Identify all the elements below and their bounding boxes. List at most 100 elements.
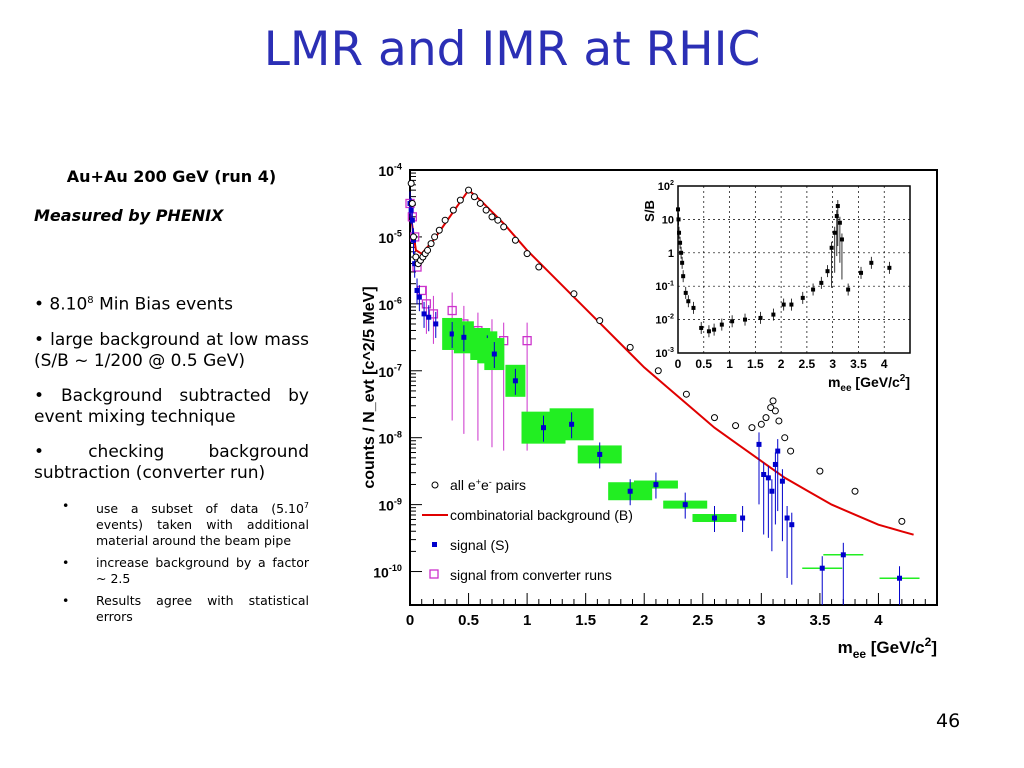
inset-y-tick-label: 1 <box>668 248 674 260</box>
all-pairs-point <box>408 199 416 207</box>
y-tick-label: 10-8 <box>378 429 402 446</box>
all-pairs-point <box>710 414 718 422</box>
signal-point <box>682 502 688 508</box>
inset-point <box>712 327 717 332</box>
signal-point <box>512 378 518 384</box>
all-pairs-point <box>494 216 502 224</box>
bullet-mixing: • Background subtracted by event mixing … <box>34 385 309 427</box>
collision-subtitle: Au+Au 200 GeV (run 4) <box>66 167 277 186</box>
inset-point <box>683 290 688 295</box>
x-axis-label-close: ] <box>931 638 937 657</box>
y-tick-label: 10-10 <box>373 563 402 580</box>
y-tick-label-base: 10 <box>378 230 394 246</box>
signal-point <box>414 287 420 293</box>
inset-point <box>829 245 834 250</box>
x-tick-label: 4 <box>874 612 883 629</box>
signal-point <box>627 488 633 494</box>
y-tick-label-exp: -7 <box>394 362 402 372</box>
page-number: 46 <box>936 710 961 732</box>
x-tick-label: 1 <box>523 612 531 629</box>
y-tick-label-exp: -4 <box>394 162 403 172</box>
all-pairs-point <box>424 246 432 254</box>
converter-point <box>447 305 457 316</box>
slide-title: LMR and IMR at RHIC <box>263 22 761 77</box>
x-axis-label-exp: 2 <box>925 635 932 649</box>
y-tick-label: 10-9 <box>378 496 402 513</box>
inset-x-axis-label-exp: 2 <box>900 373 906 384</box>
signal-point <box>819 565 825 571</box>
y-tick-label-exp: -10 <box>389 563 402 573</box>
all-pairs-point <box>500 223 508 231</box>
inset-point <box>691 305 696 310</box>
inset-frame <box>677 185 911 354</box>
signal-point <box>765 475 771 481</box>
inset-point <box>832 230 837 235</box>
signal-point <box>711 515 717 521</box>
sub-bullet-subset-sup: 7 <box>303 500 309 510</box>
converter-point <box>421 299 432 309</box>
bullet-events-main: • 8.10 <box>34 294 88 315</box>
inset-point <box>859 270 864 275</box>
inset-y-tick-label: 102 <box>658 179 674 193</box>
legend-open-circle <box>431 481 439 489</box>
bullet-checking: • checking background subtraction (conve… <box>34 441 309 483</box>
inset-point <box>686 299 691 304</box>
all-pairs-point <box>748 424 756 432</box>
bullet-events-sup: 8 <box>87 295 94 306</box>
signal-point <box>491 351 497 357</box>
inset-x-tick-label: 1.5 <box>747 357 764 371</box>
sub-bullet-subset: • use a subset of data (5.107 events) tak… <box>62 497 309 548</box>
inset-y-tick-label-exp: -2 <box>668 313 674 321</box>
signal-point <box>653 482 659 488</box>
all-pairs-point <box>771 407 779 415</box>
x-tick-label: 0.5 <box>458 612 479 629</box>
x-axis-label-unit: [GeV/c <box>866 638 925 657</box>
y-tick-label: 10-6 <box>378 296 402 313</box>
signal-point <box>775 448 781 454</box>
main-plot-frame <box>409 169 938 606</box>
all-pairs-point <box>654 367 662 375</box>
y-axis-label: counts / N_evt [c^2/5 MeV] <box>361 286 378 488</box>
all-pairs-point <box>732 422 740 430</box>
signal-point <box>740 515 746 521</box>
signal-point <box>784 515 790 521</box>
signal-point <box>409 217 415 223</box>
signal-point <box>433 321 439 327</box>
all-pairs-point <box>851 487 859 495</box>
legend-label-sup: - <box>489 477 492 487</box>
x-tick-label: 0 <box>406 612 414 629</box>
bullet-events-rest: Min Bias events <box>93 294 233 315</box>
inset-point <box>680 260 685 265</box>
signal-to-background-inset: 0 0.5 1 1.5 2 2.5 3 3.5 410-310-210-1110102S/Bme… <box>642 179 911 394</box>
inset-point <box>706 329 711 334</box>
y-tick-label-base: 10 <box>378 297 394 313</box>
inset-point <box>819 280 824 285</box>
y-tick-label: 10-7 <box>378 362 402 379</box>
signal-point <box>461 334 467 340</box>
inset-y-tick-label-base: 10 <box>655 281 667 293</box>
all-pairs-point <box>435 226 443 234</box>
legend-label: combinatorial background (B) <box>450 507 633 523</box>
inset-x-tick-label: 3.5 <box>850 357 867 371</box>
signal-point <box>772 461 778 467</box>
all-pairs-point <box>757 420 765 428</box>
all-pairs-point <box>482 206 490 214</box>
y-tick-label-base: 10 <box>378 364 394 380</box>
y-tick-label-exp: -5 <box>394 229 402 239</box>
inset-point <box>825 269 830 274</box>
all-pairs-point <box>535 263 543 271</box>
inset-x-axis-label-m: m <box>828 374 840 390</box>
inset-point <box>811 287 816 292</box>
inset-point <box>676 207 680 212</box>
all-pairs-point <box>682 390 690 398</box>
x-axis-label-sub: ee <box>853 647 867 661</box>
all-pairs-point <box>511 236 519 244</box>
all-pairs-point <box>412 253 420 261</box>
all-pairs-point <box>410 233 418 241</box>
measured-by: Measured by PHENIX <box>34 206 224 225</box>
all-pairs-point <box>570 290 578 298</box>
sub-bullet-increase-text: increase background by a factor ~ 2.5 <box>96 554 309 586</box>
signal-point <box>597 451 603 457</box>
all-pairs-point <box>449 206 457 214</box>
y-tick-label: 10-4 <box>378 162 403 179</box>
